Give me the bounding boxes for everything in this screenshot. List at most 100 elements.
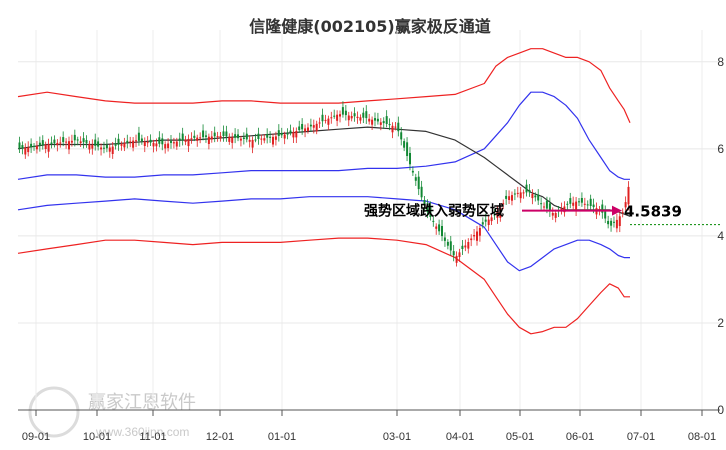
- x-tick-label: 01-01: [268, 431, 296, 443]
- last-price-label: 4.5839: [624, 203, 682, 221]
- candle-body: [455, 255, 458, 263]
- x-tick-label: 12-01: [206, 431, 234, 443]
- candle-body: [508, 196, 511, 200]
- candle-body: [175, 141, 178, 147]
- candle-body: [487, 219, 490, 225]
- candle-body: [446, 241, 449, 246]
- grid: [18, 30, 720, 411]
- candle-body: [184, 139, 187, 142]
- candle-body: [627, 186, 630, 205]
- candle-body: [309, 124, 312, 127]
- y-tick-label: 0: [717, 403, 724, 417]
- candle-body: [318, 122, 321, 124]
- candle-body: [551, 213, 554, 216]
- candle-body: [499, 207, 502, 218]
- candle-body: [88, 144, 91, 150]
- candle-body: [193, 135, 196, 138]
- candle-body: [583, 203, 586, 205]
- candle-body: [68, 141, 70, 150]
- candle-body: [152, 142, 155, 147]
- candle-body: [502, 203, 505, 205]
- candle-body: [272, 136, 274, 145]
- candle-body: [452, 251, 455, 256]
- candle-body: [202, 130, 205, 138]
- band-inner-upper: [17, 91, 630, 180]
- candle-body: [108, 147, 111, 152]
- x-tick-label: 03-01: [383, 431, 411, 443]
- candle-body: [531, 194, 534, 199]
- chart-title: 信隆健康(002105)赢家极反通道: [249, 17, 490, 36]
- candle-body: [470, 238, 473, 241]
- candle-body: [569, 198, 572, 204]
- candle-body: [560, 208, 563, 211]
- candle-body: [129, 141, 132, 143]
- candle-body: [41, 140, 44, 146]
- candle-body: [368, 118, 371, 122]
- candle-body: [263, 138, 266, 141]
- candle-body: [566, 203, 569, 205]
- candle-body: [353, 113, 356, 117]
- candle-body: [580, 198, 583, 203]
- candle-body: [330, 117, 333, 119]
- candle-body: [548, 203, 551, 211]
- candle-body: [91, 144, 94, 149]
- candle-body: [519, 192, 522, 199]
- candle-body: [516, 192, 519, 194]
- candle-body: [76, 139, 79, 141]
- axes: 09-01 10-01 11-01 12-01 01-01 03-01 04-01 05-01…: [18, 55, 724, 443]
- candle-body: [391, 125, 394, 133]
- candle-body: [362, 112, 365, 118]
- candle-body: [525, 184, 528, 193]
- candle-body: [257, 133, 260, 139]
- candle-body: [269, 136, 272, 138]
- candle-body: [376, 118, 379, 122]
- candle-body: [210, 136, 213, 140]
- candle-body: [610, 220, 613, 226]
- candle-body: [158, 137, 161, 144]
- candle-body: [374, 118, 376, 121]
- candle-body: [534, 195, 537, 198]
- candle-body: [65, 141, 68, 143]
- x-tick-label: 11-01: [139, 431, 166, 443]
- candle-body: [563, 206, 566, 213]
- candle-body: [618, 216, 621, 226]
- candle-body: [601, 204, 604, 213]
- candle-body: [114, 143, 117, 146]
- candle-body: [94, 139, 97, 146]
- candle-body: [409, 153, 411, 165]
- arrow-head: [612, 205, 622, 216]
- candle-body: [394, 126, 397, 128]
- candle-body: [543, 206, 545, 208]
- candle-body: [266, 134, 269, 138]
- candle-body: [164, 144, 167, 149]
- candle-body: [400, 132, 403, 140]
- candle-body: [420, 186, 423, 198]
- candle-body: [624, 202, 627, 208]
- candle-body: [82, 138, 85, 143]
- candle-body: [143, 141, 146, 146]
- candles: [18, 101, 630, 267]
- candle-body: [117, 138, 120, 145]
- candle-body: [441, 226, 443, 237]
- candle-body: [496, 211, 499, 218]
- candle-body: [149, 139, 152, 143]
- candle-body: [324, 119, 327, 121]
- candle-body: [207, 136, 210, 144]
- candle-body: [344, 110, 347, 116]
- candle-body: [283, 134, 286, 139]
- candle-body: [123, 143, 126, 148]
- candle-body: [493, 214, 496, 216]
- candle-body: [178, 138, 181, 141]
- candle-body: [511, 195, 513, 201]
- candle-body: [187, 138, 190, 147]
- candle-body: [170, 141, 172, 143]
- candle-body: [132, 140, 135, 148]
- candle-body: [53, 139, 56, 144]
- candle-body: [304, 128, 307, 132]
- candle-body: [181, 133, 184, 141]
- candle-body: [341, 107, 344, 115]
- y-tick-label: 2: [717, 316, 724, 330]
- candle-body: [359, 117, 362, 121]
- candle-body: [62, 137, 65, 143]
- candle-body: [586, 204, 589, 206]
